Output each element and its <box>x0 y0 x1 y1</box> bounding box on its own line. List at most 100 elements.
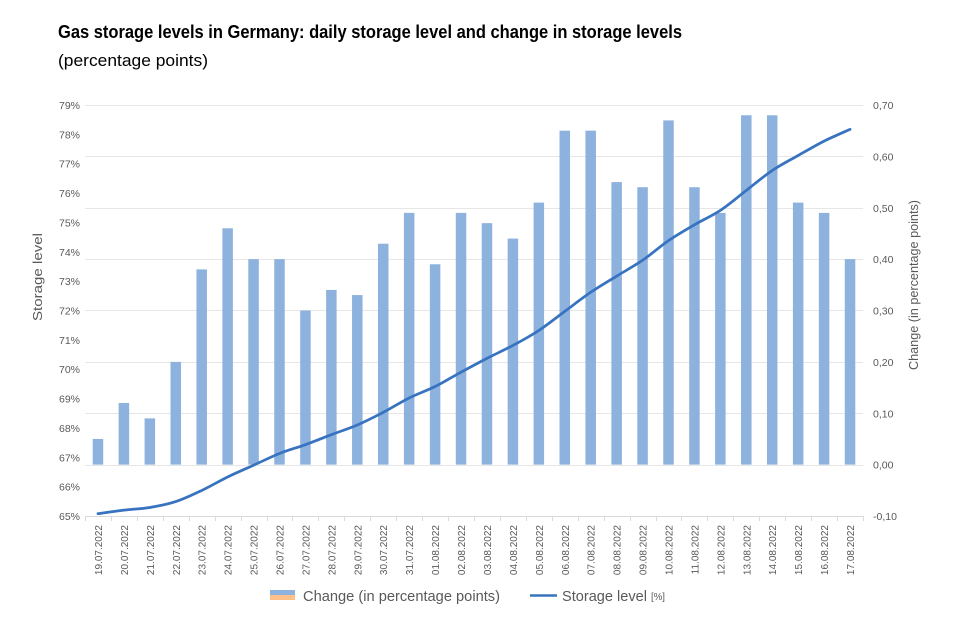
bar <box>144 418 156 465</box>
x-tick-label: 12.08.2022 <box>716 525 727 575</box>
right-tick-label: 0,40 <box>873 254 894 266</box>
legend: Change (in percentage points) Storage le… <box>270 589 665 605</box>
x-tick-label: 10.08.2022 <box>665 525 676 575</box>
bar <box>741 115 752 465</box>
bar <box>352 295 363 465</box>
chart-subtitle: (percentage points) <box>58 51 208 70</box>
chart-title: Gas storage levels in Germany: daily sto… <box>58 22 682 42</box>
right-tick-label: 0,50 <box>873 203 894 215</box>
x-tick-label: 31.07.2022 <box>405 525 416 575</box>
gridlines <box>85 105 863 517</box>
left-axis: 65% 66% 67% 68% 69% 70% 71% 72% 73% 74% 75% 76% 77% 7… <box>59 100 80 523</box>
legend-label-storage-level: Storage level <box>562 589 647 605</box>
bar <box>533 202 545 465</box>
right-tick-label: -0,10 <box>873 511 897 523</box>
x-tick-label: 25.07.2022 <box>250 525 261 575</box>
right-axis-title: Change (in percentage points) <box>906 200 921 370</box>
x-tick-label: 13.08.2022 <box>742 525 753 575</box>
left-tick-label: 66% <box>59 482 80 494</box>
left-tick-label: 79% <box>59 100 80 112</box>
bar <box>326 289 337 465</box>
x-tick-label: 30.07.2022 <box>379 525 390 575</box>
left-tick-label: 71% <box>59 335 80 347</box>
x-tick-label: 20.07.2022 <box>120 525 131 575</box>
bar <box>792 202 804 465</box>
left-tick-label: 75% <box>59 217 80 229</box>
legend-item-change[interactable]: Change (in percentage points) <box>270 589 500 605</box>
storage-level-line <box>96 127 852 516</box>
x-tick-label: 26.07.2022 <box>276 525 287 575</box>
bar <box>585 130 596 465</box>
x-tick-label: 16.08.2022 <box>820 525 831 575</box>
x-tick-label: 21.07.2022 <box>146 525 157 575</box>
left-tick-label: 74% <box>59 247 80 259</box>
bar <box>689 187 700 465</box>
x-tick-label: 07.08.2022 <box>587 525 598 575</box>
bar <box>92 438 104 465</box>
bar <box>611 182 622 465</box>
left-tick-label: 68% <box>59 423 80 435</box>
bar <box>818 212 830 465</box>
x-tick-label: 02.08.2022 <box>457 525 468 575</box>
bar <box>170 361 182 465</box>
bar <box>429 264 441 465</box>
bar-series-change <box>92 115 856 465</box>
left-tick-label: 72% <box>59 306 80 318</box>
x-tick-label: 09.08.2022 <box>639 525 650 575</box>
bar <box>377 243 389 465</box>
x-tick-label: 14.08.2022 <box>768 525 779 575</box>
bar <box>715 212 726 465</box>
x-axis: 19.07.2022 20.07.2022 21.07.2022 22.07.2022… <box>85 516 864 575</box>
x-tick-label: 03.08.2022 <box>483 525 494 575</box>
left-tick-label: 65% <box>59 511 80 523</box>
right-tick-label: 0,20 <box>873 357 894 369</box>
left-axis-title: Storage level <box>30 233 45 321</box>
x-tick-label: 06.08.2022 <box>561 525 572 575</box>
left-tick-label: 73% <box>59 276 80 288</box>
right-tick-label: 0,70 <box>873 100 894 112</box>
right-axis: -0,10 0,00 0,10 0,20 0,30 0,40 0,50 0,60 0,70 <box>873 100 897 523</box>
right-tick-label: 0,60 <box>873 151 894 163</box>
legend-label-change: Change (in percentage points) <box>303 589 500 605</box>
bar <box>559 130 571 465</box>
bar <box>766 115 778 465</box>
bar <box>196 269 207 465</box>
legend-swatch-change-negative <box>270 595 295 600</box>
legend-swatch-change-positive <box>270 590 295 595</box>
x-tick-label: 27.07.2022 <box>301 525 312 575</box>
bar <box>118 402 130 465</box>
x-tick-label: 11.08.2022 <box>690 525 701 575</box>
x-tick-label: 22.07.2022 <box>172 525 183 575</box>
x-tick-label: 15.08.2022 <box>794 525 805 575</box>
legend-unit-storage-level: [%] <box>651 592 665 603</box>
x-tick-label: 29.07.2022 <box>353 525 364 575</box>
left-tick-label: 67% <box>59 452 80 464</box>
left-tick-label: 78% <box>59 129 80 141</box>
bar <box>481 223 493 465</box>
bar <box>248 259 259 465</box>
x-tick-label: 28.07.2022 <box>327 525 338 575</box>
right-tick-label: 0,30 <box>873 306 894 318</box>
x-tick-label: 05.08.2022 <box>535 525 546 575</box>
x-tick-label: 23.07.2022 <box>198 525 209 575</box>
left-tick-label: 70% <box>59 364 80 376</box>
bar <box>844 259 856 465</box>
x-tick-label: 04.08.2022 <box>509 525 520 575</box>
x-tick-label: 01.08.2022 <box>431 525 442 575</box>
right-tick-label: 0,10 <box>873 408 894 420</box>
right-tick-label: 0,00 <box>873 460 894 472</box>
x-tick-label: 08.08.2022 <box>613 525 624 575</box>
x-tick-label: 17.08.2022 <box>846 525 857 575</box>
bar <box>637 187 648 465</box>
bar <box>507 238 519 465</box>
left-tick-label: 77% <box>59 159 80 171</box>
bar <box>300 310 311 465</box>
line-series-storage-level <box>96 127 852 516</box>
left-tick-label: 69% <box>59 394 80 406</box>
bar <box>663 120 674 465</box>
x-tick-label: 19.07.2022 <box>94 525 105 575</box>
bar <box>222 228 233 465</box>
left-tick-label: 76% <box>59 188 80 200</box>
legend-item-storage-level[interactable]: Storage level [%] <box>530 589 665 605</box>
